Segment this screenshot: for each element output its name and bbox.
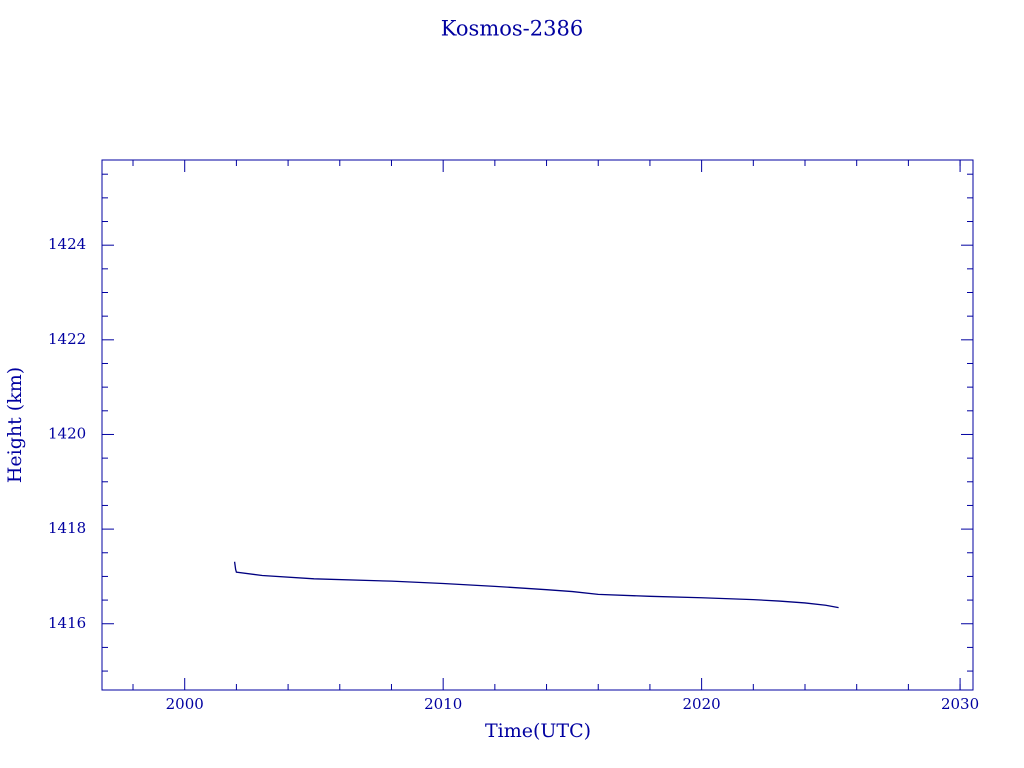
- data-line: [233, 561, 839, 609]
- y-tick-label: 1422: [48, 330, 86, 348]
- x-tick-label: 2000: [166, 695, 204, 713]
- plot-frame: [101, 159, 974, 691]
- y-axis-label: Height (km): [4, 367, 26, 483]
- x-tick-label: 2010: [424, 695, 462, 713]
- x-axis-label: Time(UTC): [485, 720, 591, 742]
- y-tick-label: 1424: [48, 235, 86, 253]
- y-tick-label: 1418: [48, 519, 86, 537]
- y-tick-label: 1420: [48, 424, 86, 442]
- y-tick-label: 1416: [48, 614, 86, 632]
- x-tick-label: 2020: [683, 695, 721, 713]
- x-tick-label: 2030: [941, 695, 979, 713]
- chart-title: Kosmos-2386: [441, 17, 583, 41]
